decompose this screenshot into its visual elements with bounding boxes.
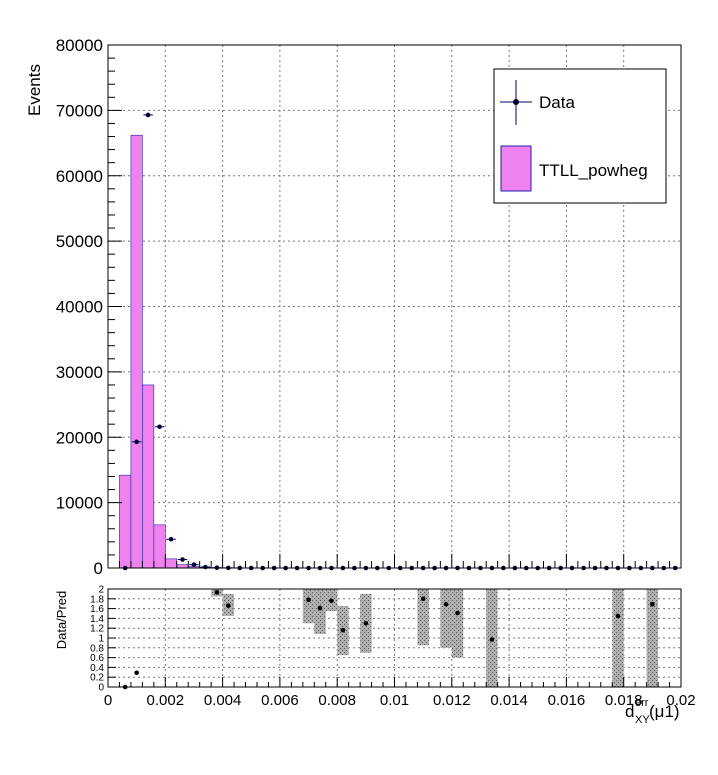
- main-grid: [108, 45, 681, 568]
- main-y-tick-label: 70000: [56, 101, 103, 120]
- ratio-y-tick-label: 1.6: [90, 604, 104, 615]
- ratio-y-tick-label: 1.2: [90, 624, 104, 635]
- main-panel: 0 10000 20000 30000 40000 50000 60000 70000 8000…: [25, 36, 682, 578]
- ratio-point: [317, 605, 323, 611]
- data-point: [180, 557, 185, 562]
- ratio-y-tick-label: 1.4: [90, 614, 104, 625]
- legend-entry-ttll: TTLL_powheg: [500, 145, 648, 192]
- legend-ttll-swatch: [500, 145, 532, 192]
- ratio-point: [420, 596, 426, 602]
- ratio-point: [329, 598, 334, 604]
- main-y-axis-label: Events: [25, 64, 44, 116]
- x-tick-label: 0.01: [380, 692, 409, 709]
- x-axis-label: d err XY (μ1): [625, 697, 680, 726]
- data-point: [168, 536, 174, 542]
- ratio-point: [489, 637, 495, 642]
- ratio-y-ticks: 00.20.40.60.811.21.41.61.82: [90, 585, 116, 694]
- ratio-y-tick-label: 2: [98, 585, 104, 596]
- ratio-x-ticks: 0 0.002 0.004 0.006 0.008 0.01 0.012 0.014 0.016…: [104, 677, 696, 709]
- data-point: [157, 424, 162, 430]
- x-axis-label-suffix: (μ1): [649, 702, 680, 721]
- legend-data-label: Data: [539, 93, 575, 112]
- x-tick-label: 0.014: [490, 692, 528, 709]
- ratio-point: [650, 601, 655, 607]
- ratio-uncertainty-band: [612, 589, 624, 687]
- ratio-y-tick-label: 0.2: [90, 673, 104, 684]
- x-axis-label-sub: XY: [635, 714, 650, 726]
- legend: Data TTLL_powheg: [493, 68, 667, 204]
- main-y-tick-label: 0: [94, 559, 103, 578]
- ratio-point: [363, 621, 369, 626]
- legend-entry-data: Data: [500, 80, 575, 125]
- ratio-point: [134, 670, 139, 676]
- ratio-y-tick-label: 1: [98, 634, 104, 645]
- ratio-y-tick-label: 0.4: [90, 663, 104, 674]
- ratio-point: [306, 597, 311, 603]
- ratio-point: [455, 610, 460, 616]
- x-tick-label: 0.002: [147, 692, 185, 709]
- ratio-uncertainty-band: [451, 589, 464, 658]
- main-y-tick-label: 40000: [56, 298, 103, 317]
- main-y-tick-label: 20000: [56, 428, 103, 447]
- main-y-tick-label: 10000: [56, 494, 103, 513]
- ratio-y-tick-label: 0: [98, 683, 104, 694]
- x-tick-label: 0.004: [204, 692, 242, 709]
- main-y-ticks: 0 10000 20000 30000 40000 50000 60000 70000 8000…: [56, 36, 122, 578]
- x-tick-label: 0.012: [433, 692, 471, 709]
- main-y-tick-label: 60000: [56, 167, 103, 186]
- data-point: [191, 562, 197, 568]
- ratio-uncertainty-band: [646, 589, 659, 687]
- mc-bar: [130, 134, 143, 569]
- x-axis-label-sup: err: [635, 697, 649, 709]
- ratio-uncertainty-band: [314, 589, 326, 635]
- main-y-tick-label: 30000: [56, 363, 103, 382]
- mc-bar: [165, 558, 178, 569]
- data-point: [145, 112, 151, 118]
- x-tick-label: 0.018: [605, 692, 643, 709]
- ratio-points: [122, 590, 655, 690]
- ratio-point: [443, 601, 449, 607]
- mc-bar: [153, 524, 166, 569]
- data-point: [203, 564, 208, 570]
- ratio-y-axis-label: Data/Pred: [54, 591, 69, 650]
- legend-data-marker: [513, 99, 519, 105]
- ratio-point: [214, 590, 220, 595]
- mc-bar: [119, 474, 132, 569]
- ratio-panel: 00.20.40.60.811.21.41.61.82 0 0.002 0.004 0…: [54, 585, 696, 727]
- main-y-tick-label: 50000: [56, 232, 103, 251]
- main-y-tick-label: 80000: [56, 36, 103, 55]
- ratio-point: [226, 603, 231, 608]
- ratio-uncertainty-band: [440, 589, 452, 648]
- ratio-uncertainty-band: [302, 589, 315, 624]
- x-tick-label: 0.008: [318, 692, 356, 709]
- ratio-uncertainty-band: [417, 589, 429, 646]
- ratio-y-tick-label: 0.6: [90, 653, 104, 664]
- ratio-point: [340, 627, 346, 633]
- x-tick-label: 0.016: [548, 692, 586, 709]
- x-tick-label: 0.02: [666, 692, 695, 709]
- ratio-point: [615, 613, 621, 619]
- legend-ttll-label: TTLL_powheg: [539, 161, 648, 180]
- x-tick-label: 0.006: [261, 692, 299, 709]
- x-axis-label-main: d: [625, 702, 634, 721]
- ratio-y-tick-label: 0.8: [90, 643, 104, 654]
- main-x-ticks: [107, 554, 682, 568]
- x-tick-label: 0: [104, 692, 112, 709]
- mc-bar: [142, 384, 155, 569]
- data-point: [134, 439, 139, 445]
- ratio-y-tick-label: 1.8: [90, 594, 104, 605]
